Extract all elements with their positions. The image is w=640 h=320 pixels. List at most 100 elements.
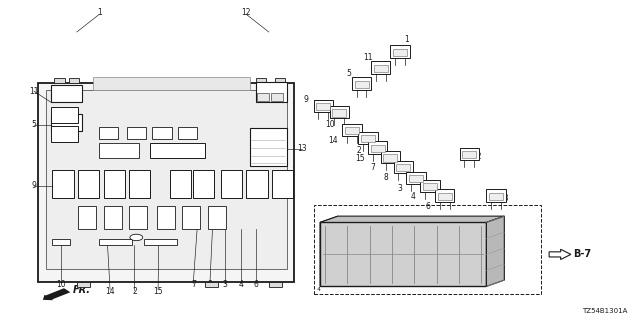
Bar: [320, 222, 486, 286]
FancyArrow shape: [43, 288, 70, 300]
Bar: [275, 78, 285, 83]
Polygon shape: [320, 216, 504, 222]
Text: 2: 2: [356, 146, 361, 155]
Text: 15: 15: [355, 154, 365, 163]
Text: 6: 6: [253, 280, 259, 289]
Bar: [352, 77, 371, 90]
Bar: [406, 172, 426, 184]
Bar: [99, 143, 139, 158]
Text: 13: 13: [499, 194, 509, 203]
Bar: [166, 78, 177, 83]
Bar: [112, 78, 122, 83]
Bar: [193, 170, 214, 198]
Bar: [77, 282, 90, 287]
Text: 11: 11: [364, 53, 372, 62]
Text: 10: 10: [56, 280, 66, 289]
Bar: [237, 78, 247, 83]
Bar: [256, 82, 287, 102]
Bar: [99, 239, 132, 245]
Text: 8: 8: [383, 173, 388, 182]
Bar: [256, 78, 266, 83]
Bar: [269, 282, 282, 287]
Text: 7: 7: [371, 164, 376, 172]
Text: 14: 14: [328, 136, 338, 145]
Bar: [489, 193, 503, 200]
Bar: [355, 81, 369, 88]
Bar: [374, 65, 388, 72]
Bar: [78, 170, 99, 198]
Text: B-7: B-7: [573, 249, 591, 260]
Bar: [46, 90, 287, 269]
Text: 5: 5: [31, 120, 36, 129]
Bar: [345, 127, 359, 134]
Bar: [409, 175, 423, 182]
Bar: [51, 85, 82, 102]
Polygon shape: [320, 216, 338, 286]
Bar: [361, 135, 375, 142]
Bar: [178, 127, 197, 139]
Bar: [157, 206, 175, 229]
Bar: [435, 189, 454, 202]
Bar: [170, 170, 191, 198]
Text: 12: 12: [242, 8, 251, 17]
Bar: [144, 239, 177, 245]
Bar: [150, 143, 205, 158]
Text: 9: 9: [303, 95, 308, 104]
Bar: [104, 206, 122, 229]
Bar: [69, 78, 79, 83]
Text: 4: 4: [410, 192, 415, 201]
Text: 9: 9: [31, 181, 36, 190]
Bar: [129, 206, 147, 229]
Text: 1: 1: [404, 36, 409, 44]
Bar: [54, 78, 65, 83]
Text: 13: 13: [297, 144, 307, 153]
Bar: [342, 124, 362, 136]
Text: 15: 15: [153, 287, 163, 296]
Text: FR.: FR.: [72, 284, 90, 295]
Text: 4: 4: [238, 280, 243, 289]
Bar: [93, 77, 250, 90]
Text: 3: 3: [223, 280, 228, 289]
Bar: [78, 206, 96, 229]
Bar: [371, 61, 390, 74]
Text: 10: 10: [324, 120, 335, 129]
Bar: [396, 164, 410, 171]
Circle shape: [130, 234, 143, 241]
Bar: [314, 100, 333, 112]
Bar: [420, 180, 440, 192]
Bar: [371, 145, 385, 152]
Bar: [152, 127, 172, 139]
Text: TZ54B1301A: TZ54B1301A: [582, 308, 627, 314]
Bar: [272, 170, 293, 198]
Text: 11: 11: [29, 87, 38, 96]
Bar: [129, 170, 150, 198]
Bar: [314, 205, 541, 294]
Bar: [257, 93, 269, 101]
Bar: [316, 103, 330, 110]
Bar: [104, 170, 125, 198]
Bar: [486, 189, 506, 202]
Bar: [330, 106, 349, 118]
Bar: [332, 109, 346, 117]
Text: 4: 4: [317, 287, 321, 292]
Bar: [383, 154, 397, 162]
Bar: [51, 126, 78, 142]
Bar: [460, 148, 479, 160]
Text: 1: 1: [97, 8, 102, 17]
Bar: [246, 170, 268, 198]
Bar: [202, 78, 212, 83]
Bar: [182, 206, 200, 229]
Bar: [208, 206, 226, 229]
Bar: [127, 127, 146, 139]
Polygon shape: [486, 216, 504, 286]
Text: 3: 3: [397, 184, 403, 193]
Bar: [462, 151, 476, 158]
Text: 14: 14: [105, 287, 115, 296]
Text: 2: 2: [132, 287, 137, 296]
Bar: [394, 161, 413, 173]
Bar: [52, 239, 70, 245]
Bar: [368, 141, 387, 154]
Bar: [52, 170, 74, 198]
Bar: [393, 49, 407, 56]
Bar: [271, 93, 283, 101]
